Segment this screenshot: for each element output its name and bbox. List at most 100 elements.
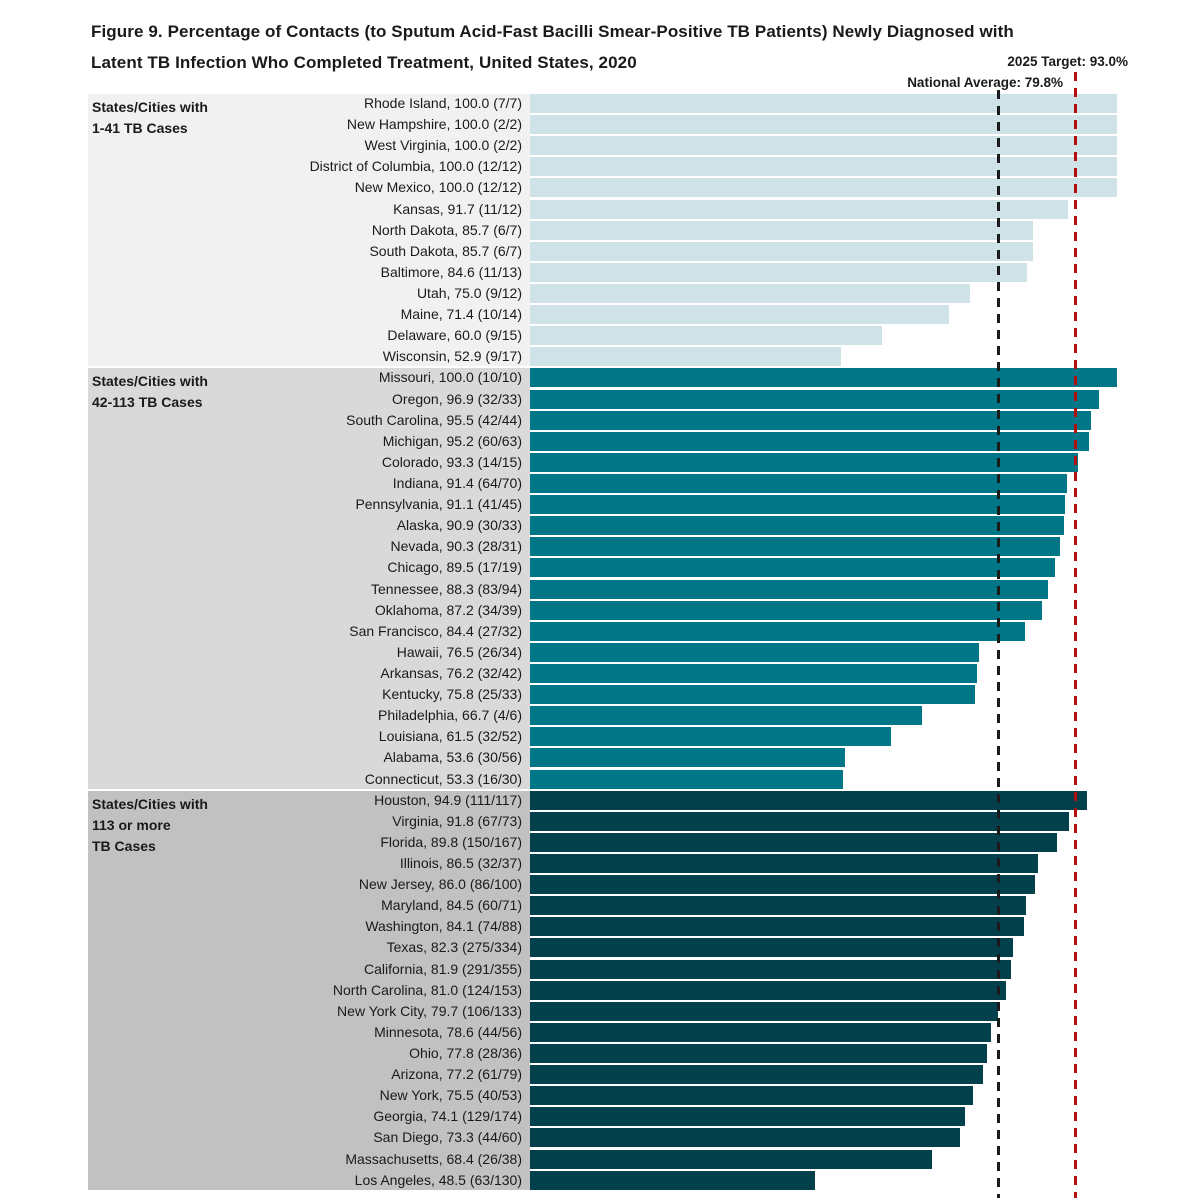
bar-row: Michigan, 95.2 (60/63) — [88, 431, 1198, 452]
bar-label: Oklahoma, 87.2 (34/39) — [374, 601, 522, 618]
bar-row: Connecticut, 53.3 (16/30) — [88, 769, 1198, 790]
bar-row: North Carolina, 81.0 (124/153) — [88, 980, 1198, 1001]
bar-label: Hawaii, 76.5 (26/34) — [396, 643, 522, 660]
bar — [530, 558, 1056, 578]
bar-row: Alaska, 90.9 (30/33) — [88, 515, 1198, 536]
bar — [530, 431, 1089, 451]
group-band — [88, 368, 530, 789]
bar-label: Indiana, 91.4 (64/70) — [392, 475, 522, 492]
bar-row: Baltimore, 84.6 (11/13) — [88, 262, 1198, 283]
bar-row: San Francisco, 84.4 (27/32) — [88, 621, 1198, 642]
bar — [530, 220, 1034, 240]
bar — [530, 706, 922, 726]
bar — [530, 896, 1026, 916]
bar — [530, 136, 1117, 156]
bar-label: Maryland, 84.5 (60/71) — [381, 897, 522, 914]
bar — [530, 474, 1067, 494]
bar — [530, 1170, 815, 1190]
bar — [530, 769, 843, 789]
bar — [530, 262, 1027, 282]
bar-row: Maryland, 84.5 (60/71) — [88, 895, 1198, 916]
bar-label: Philadelphia, 66.7 (4/6) — [378, 707, 522, 724]
bar-label: Delaware, 60.0 (9/15) — [387, 327, 522, 344]
group-label: States/Cities with 1-41 TB Cases — [92, 99, 208, 136]
bar-row: Philadelphia, 66.7 (4/6) — [88, 705, 1198, 726]
target-line — [1074, 72, 1077, 1198]
national-average-annotation: National Average: 79.8% — [907, 75, 1063, 90]
group-3: States/Cities with 113 or more TB Cases H… — [88, 790, 1198, 1191]
bar-label: Louisiana, 61.5 (32/52) — [378, 728, 522, 745]
bar-row: Oregon, 96.9 (32/33) — [88, 389, 1198, 410]
bar — [530, 389, 1099, 409]
bar-label: New Hampshire, 100.0 (2/2) — [346, 116, 522, 133]
bar — [530, 938, 1014, 958]
bar-label: Kansas, 91.7 (11/12) — [393, 200, 522, 217]
bar-label: New Mexico, 100.0 (12/12) — [354, 179, 522, 196]
bar-row: Indiana, 91.4 (64/70) — [88, 473, 1198, 494]
bar — [530, 1022, 992, 1042]
bar — [530, 305, 950, 325]
national-average-line — [997, 90, 1000, 1198]
bar — [530, 579, 1049, 599]
bar-label: South Dakota, 85.7 (6/7) — [369, 242, 522, 259]
bar-label: San Francisco, 84.4 (27/32) — [349, 622, 522, 639]
bar-label: New York, 75.5 (40/53) — [379, 1087, 522, 1104]
bar-label: West Virginia, 100.0 (2/2) — [364, 137, 522, 154]
group-2: States/Cities with 42-113 TB Cases Missou… — [88, 367, 1198, 789]
bar — [530, 727, 891, 747]
bar-label: Rhode Island, 100.0 (7/7) — [364, 95, 522, 112]
bar-row: Missouri, 100.0 (10/10) — [88, 367, 1198, 388]
bar — [530, 685, 975, 705]
bar-row: Virginia, 91.8 (67/73) — [88, 811, 1198, 832]
bar — [530, 516, 1064, 536]
figure-title: Figure 9. Percentage of Contacts (to Spu… — [91, 22, 1014, 72]
bar-row: New York, 75.5 (40/53) — [88, 1085, 1198, 1106]
bar-row: Colorado, 93.3 (14/15) — [88, 452, 1198, 473]
bar-row: Kansas, 91.7 (11/12) — [88, 199, 1198, 220]
bar-row: Utah, 75.0 (9/12) — [88, 283, 1198, 304]
bar-label: Wisconsin, 52.9 (9/17) — [382, 348, 522, 365]
bar-label: Los Angeles, 48.5 (63/130) — [354, 1171, 522, 1188]
bar-row: Kentucky, 75.8 (25/33) — [88, 684, 1198, 705]
bar-label: Kentucky, 75.8 (25/33) — [382, 686, 522, 703]
bar — [530, 241, 1034, 261]
bar-row: New Jersey, 86.0 (86/100) — [88, 874, 1198, 895]
bar-label: South Carolina, 95.5 (42/44) — [346, 411, 522, 428]
bar-row: West Virginia, 100.0 (2/2) — [88, 135, 1198, 156]
bar-row: Chicago, 89.5 (17/19) — [88, 557, 1198, 578]
bar — [530, 1065, 984, 1085]
bar — [530, 917, 1024, 937]
group-1: States/Cities with 1-41 TB Cases Rhode Is… — [88, 93, 1198, 367]
bar-row: Florida, 89.8 (150/167) — [88, 832, 1198, 853]
bar-row: New York City, 79.7 (106/133) — [88, 1001, 1198, 1022]
bar-row: Los Angeles, 48.5 (63/130) — [88, 1170, 1198, 1191]
bar — [530, 199, 1069, 219]
bar — [530, 600, 1042, 620]
bar-label: Utah, 75.0 (9/12) — [416, 285, 522, 302]
group-band — [88, 790, 530, 1190]
bar-label: Texas, 82.3 (275/334) — [386, 939, 522, 956]
bar-label: Missouri, 100.0 (10/10) — [378, 369, 522, 386]
bar-row: New Hampshire, 100.0 (2/2) — [88, 114, 1198, 135]
bar-row: Pennsylvania, 91.1 (41/45) — [88, 494, 1198, 515]
bar-row: Maine, 71.4 (10/14) — [88, 304, 1198, 325]
bar-row: Delaware, 60.0 (9/15) — [88, 325, 1198, 346]
bar — [530, 1107, 965, 1127]
group-label: States/Cities with 113 or more TB Cases — [92, 795, 208, 854]
bar-label: Maine, 71.4 (10/14) — [400, 306, 522, 323]
bar-label: Ohio, 77.8 (28/36) — [409, 1044, 522, 1061]
bar-row: Massachusetts, 68.4 (26/38) — [88, 1148, 1198, 1169]
bar — [530, 642, 980, 662]
bar — [530, 495, 1065, 515]
bar-label: Illinois, 86.5 (32/37) — [399, 854, 522, 871]
group-label: States/Cities with 42-113 TB Cases — [92, 373, 208, 411]
bar-label: California, 81.9 (291/355) — [364, 960, 522, 977]
bar-row: Texas, 82.3 (275/334) — [88, 937, 1198, 958]
bar-label: Virginia, 91.8 (67/73) — [392, 812, 522, 829]
bar-row: Ohio, 77.8 (28/36) — [88, 1043, 1198, 1064]
bar-label: Baltimore, 84.6 (11/13) — [380, 263, 522, 280]
bar-label: Tennessee, 88.3 (83/94) — [371, 580, 522, 597]
bar — [530, 980, 1006, 1000]
bar-label: New Jersey, 86.0 (86/100) — [358, 876, 522, 893]
bar-row: Wisconsin, 52.9 (9/17) — [88, 346, 1198, 367]
